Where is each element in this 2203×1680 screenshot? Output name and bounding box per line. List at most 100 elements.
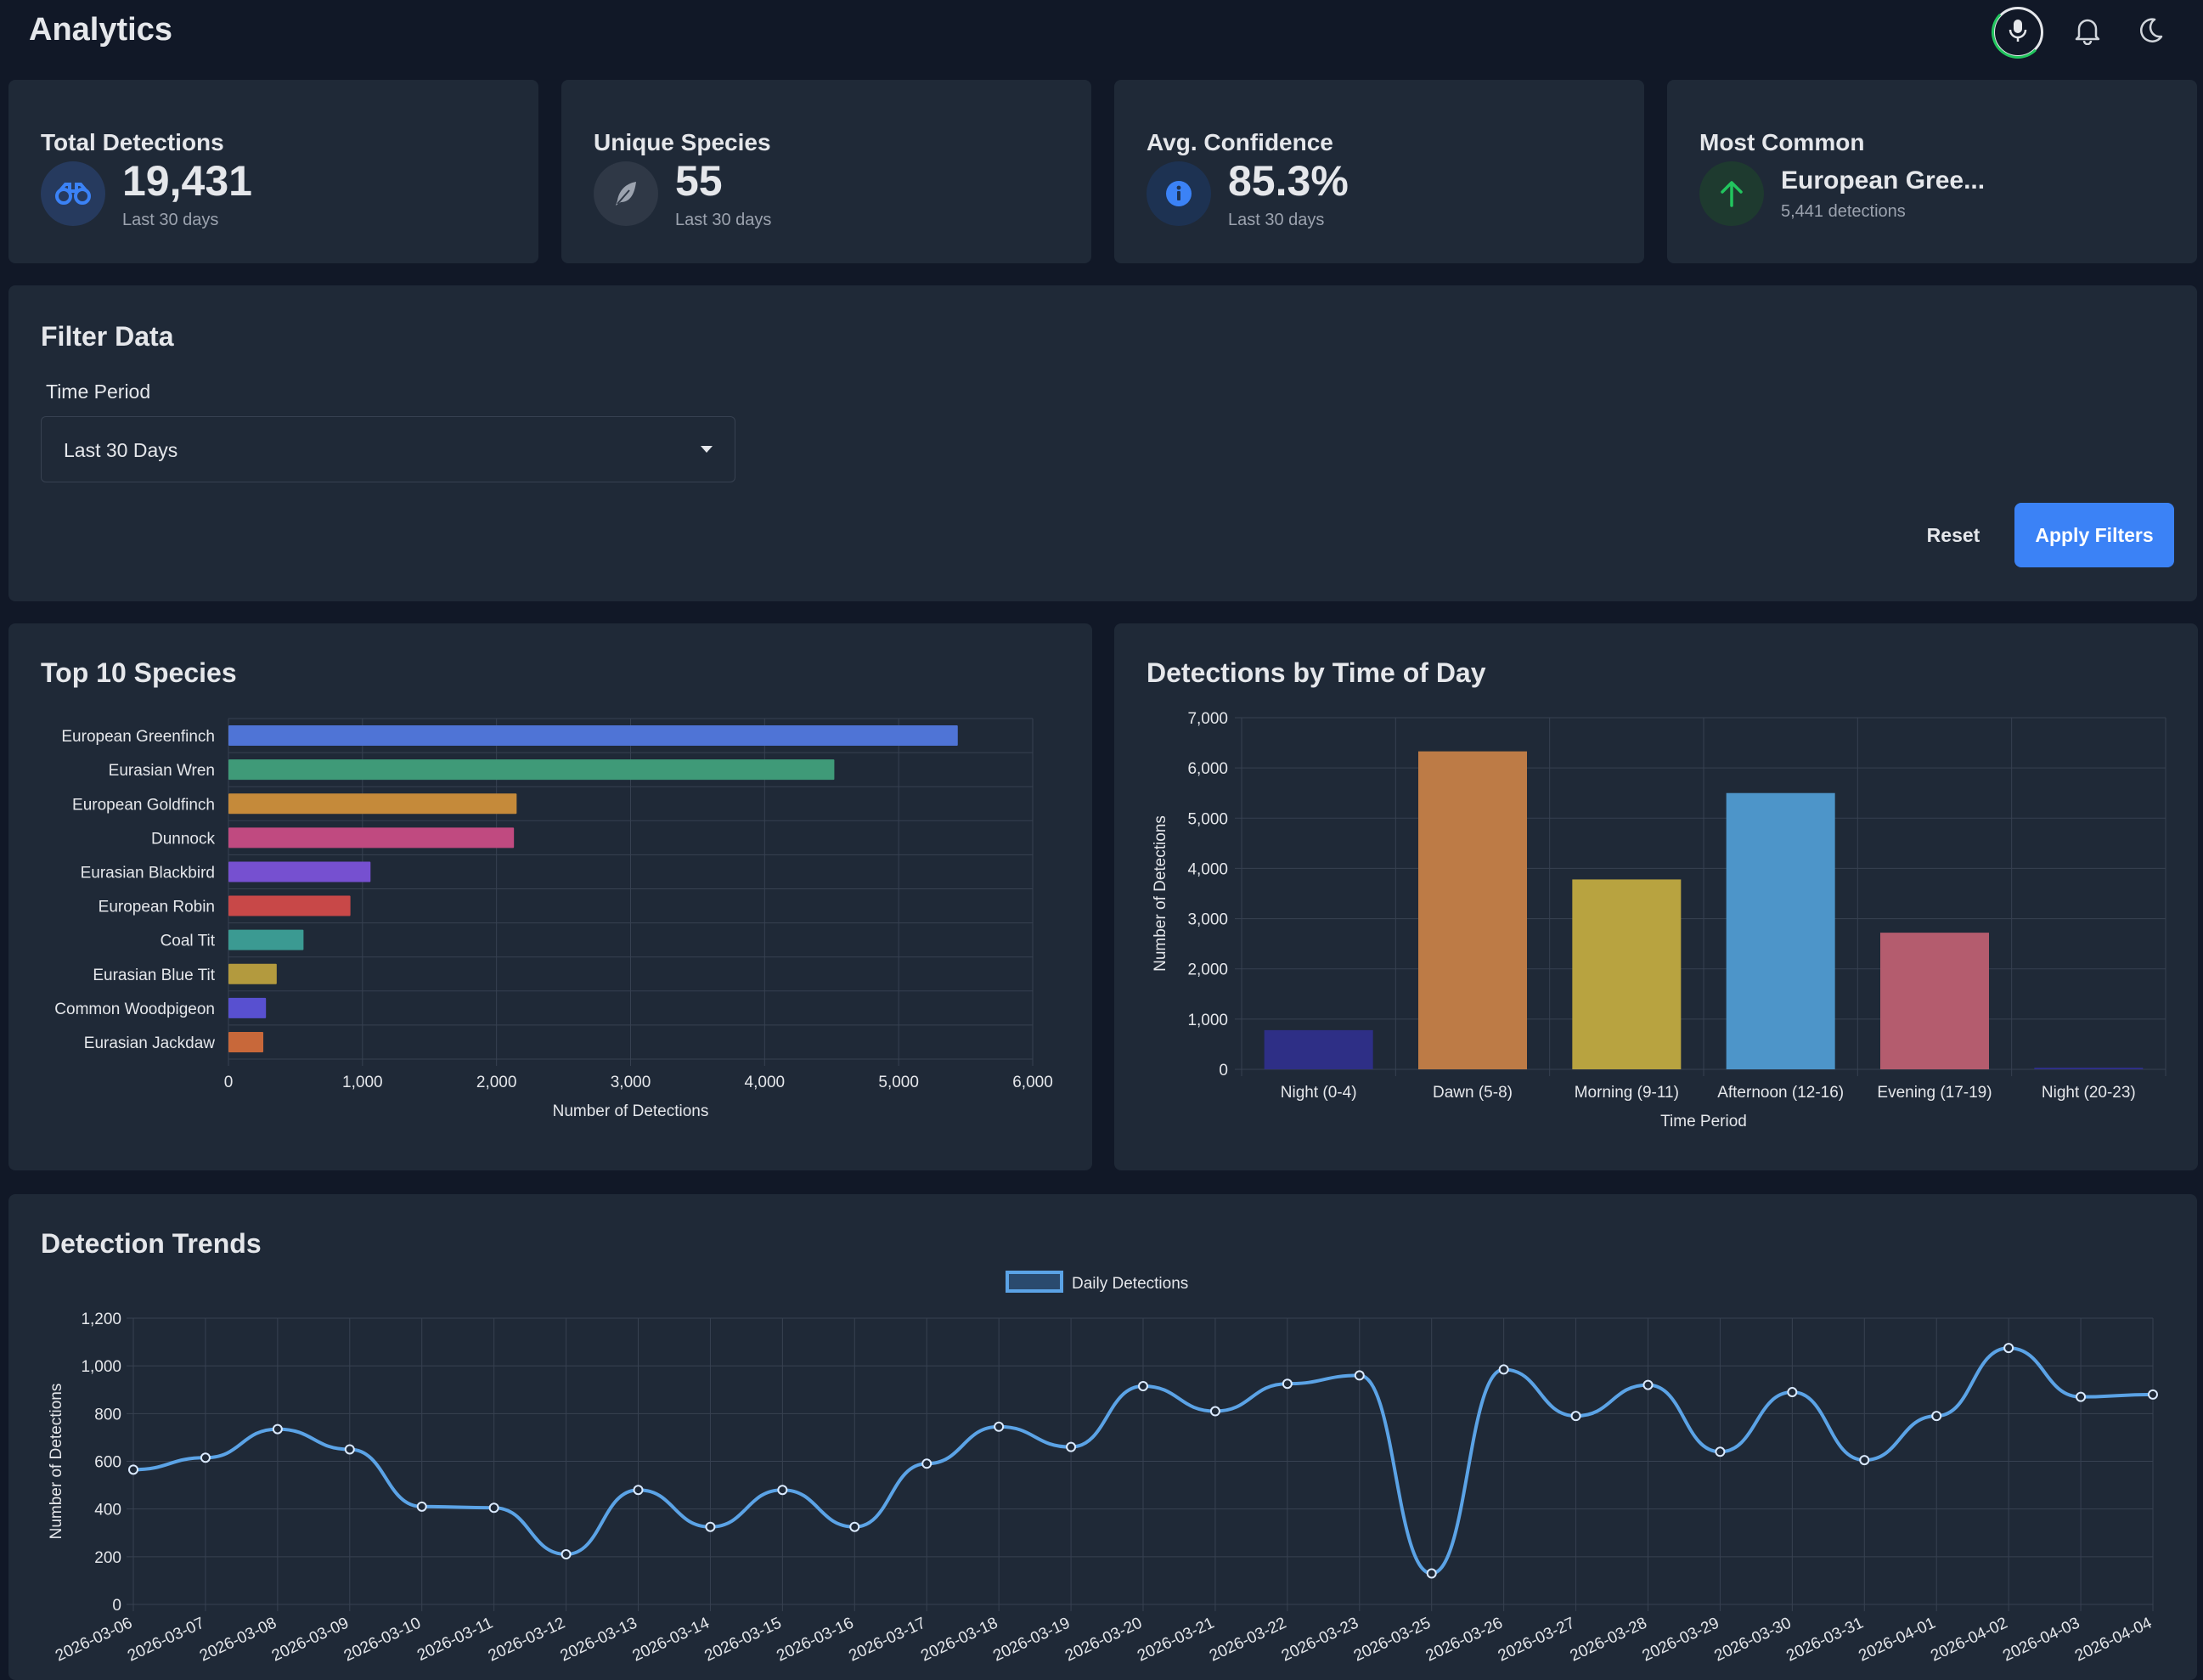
data-point xyxy=(272,1423,283,1435)
tick-label: 800 xyxy=(94,1406,121,1423)
bar xyxy=(1880,933,1989,1069)
chevron-down-icon xyxy=(701,446,713,453)
bar xyxy=(228,929,304,950)
microphone-button[interactable] xyxy=(1992,6,2044,59)
category-label: Night (0-4) xyxy=(1281,1084,1357,1102)
tick-label: 5,000 xyxy=(1187,810,1228,828)
tick-label: 2026-03-16 xyxy=(774,1614,856,1665)
bar xyxy=(228,725,958,747)
tick-label: 2026-03-29 xyxy=(1640,1614,1722,1665)
tick-label: 1,000 xyxy=(1187,1012,1228,1029)
chart-title: Detections by Time of Day xyxy=(1147,657,1486,688)
tick-label: 2026-03-13 xyxy=(558,1614,640,1665)
bar xyxy=(1418,751,1527,1069)
bell-icon xyxy=(2074,16,2101,49)
tick-label: 4,000 xyxy=(1187,860,1228,878)
feather-icon xyxy=(594,161,658,226)
binoculars-icon xyxy=(41,161,105,226)
data-point xyxy=(705,1521,716,1532)
tick-label: 2026-03-19 xyxy=(990,1614,1073,1665)
time-of-day-chart: 0 1,000 2,000 3,000 4,000 5,000 6,000 7,000 Nigh… xyxy=(1152,710,2166,1130)
tick-label: 2026-03-12 xyxy=(486,1614,568,1665)
bar xyxy=(2034,1068,2144,1069)
detection-trends-card: Detection Trends 0 200 400 600 800 1,000 1,200… xyxy=(8,1194,2197,1680)
data-point xyxy=(1498,1364,1509,1375)
data-point xyxy=(1787,1387,1798,1398)
data-point xyxy=(994,1421,1005,1432)
data-point xyxy=(1859,1455,1870,1466)
info-icon xyxy=(1147,161,1211,226)
bar xyxy=(1572,879,1682,1069)
data-point xyxy=(1138,1381,1148,1392)
stat-title: Unique Species xyxy=(594,129,771,155)
tick-label: 2,000 xyxy=(1187,961,1228,979)
stat-card-avg-confidence: Avg. Confidence 85.3% Last 30 days xyxy=(1114,80,1644,263)
notifications-button[interactable] xyxy=(2069,14,2106,51)
tick-label: 2026-04-02 xyxy=(1928,1614,2010,1665)
y-axis-label: Number of Detections xyxy=(1152,815,1169,972)
tick-label: 2026-03-07 xyxy=(125,1614,207,1665)
detection-trends-chart: 02004006008001,0001,2002026-03-062026-03… xyxy=(48,1271,2158,1666)
data-point xyxy=(2076,1391,2087,1402)
tick-label: 6,000 xyxy=(1012,1074,1053,1091)
data-point xyxy=(633,1485,644,1496)
time-period-value: Last 30 Days xyxy=(64,439,178,461)
header-actions xyxy=(1992,6,2169,59)
top-species-card: Top 10 Species 0 1,000 2,000 3,000 4,000 5,00… xyxy=(8,623,1092,1170)
stat-value: 85.3% xyxy=(1228,157,1349,205)
time-period-select[interactable]: Last 30 Days xyxy=(41,416,735,482)
tick-label: 600 xyxy=(94,1454,121,1472)
stat-title: Total Detections xyxy=(41,129,224,155)
data-point xyxy=(2148,1389,2158,1400)
tick-label: 0 xyxy=(1219,1062,1228,1080)
data-point xyxy=(777,1485,788,1496)
data-point xyxy=(416,1501,427,1512)
data-point xyxy=(1570,1411,1581,1422)
tick-label: 0 xyxy=(112,1597,121,1615)
stat-card-total-detections: Total Detections 19,431 Last 30 days xyxy=(8,80,538,263)
theme-toggle-button[interactable] xyxy=(2132,14,2169,51)
tick-label: 1,200 xyxy=(81,1311,121,1328)
bar xyxy=(1264,1029,1373,1069)
tick-label: 2026-03-27 xyxy=(1496,1614,1578,1665)
tick-label: 1,000 xyxy=(81,1358,121,1376)
stat-value: 55 xyxy=(675,157,723,205)
category-label: European Greenfinch xyxy=(61,728,215,746)
data-point xyxy=(1715,1446,1726,1457)
top-species-chart: 0 1,000 2,000 3,000 4,000 5,000 6,000 European … xyxy=(54,718,1053,1120)
tick-label: 2026-03-06 xyxy=(53,1614,135,1665)
tick-label: 2026-04-04 xyxy=(2072,1614,2155,1665)
category-label: European Goldfinch xyxy=(72,796,215,814)
stat-title: Most Common xyxy=(1699,129,1865,155)
category-label: Eurasian Jackdaw xyxy=(84,1034,215,1052)
page-title: Analytics xyxy=(29,12,172,48)
stat-card-most-common: Most Common European Gree... 5,441 detec… xyxy=(1667,80,2197,263)
data-point xyxy=(344,1444,355,1455)
category-label: Dawn (5-8) xyxy=(1433,1084,1513,1102)
category-label: Eurasian Blackbird xyxy=(81,864,215,882)
tick-label: 2026-03-15 xyxy=(701,1614,784,1665)
data-point xyxy=(2003,1343,2014,1354)
category-label: Common Woodpigeon xyxy=(54,1001,215,1018)
tick-label: 2026-03-31 xyxy=(1783,1614,1866,1665)
stat-subtitle: Last 30 days xyxy=(675,211,772,229)
stat-card-unique-species: Unique Species 55 Last 30 days xyxy=(561,80,1091,263)
tick-label: 2026-03-21 xyxy=(1135,1614,1217,1665)
category-label: European Robin xyxy=(99,899,215,916)
time-of-day-card: Detections by Time of Day 0 1,000 2,000 3,0… xyxy=(1114,623,2198,1170)
category-label: Dunnock xyxy=(151,830,215,848)
tick-label: 2026-03-28 xyxy=(1568,1614,1650,1665)
bar xyxy=(228,827,515,848)
stat-subtitle: Last 30 days xyxy=(1228,211,1325,229)
tick-label: 2026-04-01 xyxy=(1856,1614,1938,1665)
series-line xyxy=(132,1346,2154,1576)
x-axis-label: Time Period xyxy=(1660,1113,1747,1130)
data-point xyxy=(128,1464,138,1475)
top-bar: Analytics xyxy=(0,0,2203,65)
tick-label: 2026-03-26 xyxy=(1423,1614,1506,1665)
apply-filters-button[interactable]: Apply Filters xyxy=(2014,503,2174,567)
bar xyxy=(228,793,517,815)
reset-button[interactable]: Reset xyxy=(1926,523,1980,546)
tick-label: 2026-03-08 xyxy=(197,1614,279,1665)
bar xyxy=(228,963,277,984)
